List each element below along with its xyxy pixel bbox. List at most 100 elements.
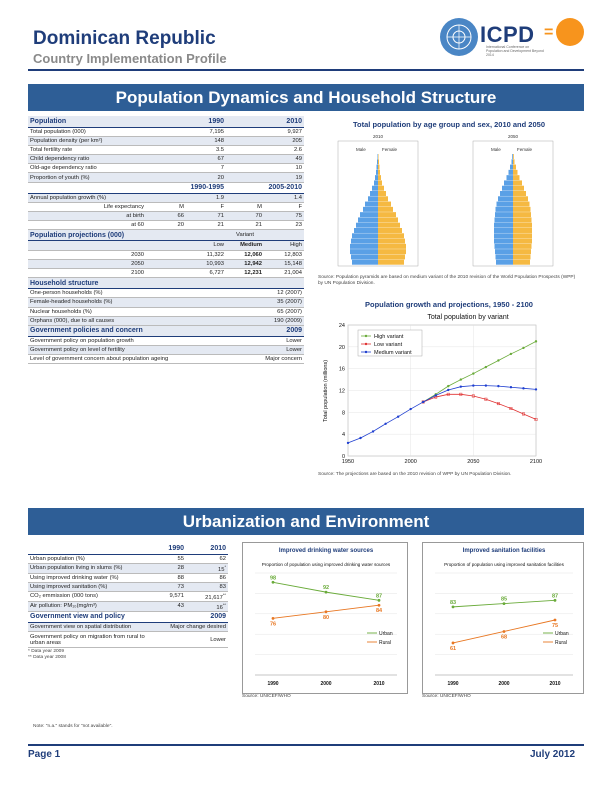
data-label: 80 <box>323 615 329 621</box>
data-label: 87 <box>552 593 558 599</box>
footnote-2: ** Data year 2008 <box>28 655 66 661</box>
data-point <box>371 430 375 433</box>
female-bar <box>378 206 393 212</box>
table-row: Government policy on level of fertility L… <box>28 345 304 356</box>
female-bar <box>378 222 400 228</box>
data-point <box>434 394 437 397</box>
pyramid-year-left: 2010 <box>373 134 384 139</box>
data-point <box>522 346 525 350</box>
data-point <box>271 616 275 620</box>
table-row: Government policy on migration from rura… <box>28 631 228 649</box>
female-bar <box>378 259 404 265</box>
legend-male: Male <box>356 147 366 152</box>
data-point <box>384 422 387 425</box>
population-header: Population 1990 2010 <box>28 116 304 128</box>
table-row: 2050 10,993 12,942 15,148 <box>28 259 304 269</box>
female-bar <box>378 217 398 223</box>
female-bar <box>378 228 402 233</box>
female-bar <box>513 175 520 181</box>
icpd-equals: = <box>544 24 554 41</box>
population-pyramids: 2010 Male Female 2050 Male Female <box>318 132 580 272</box>
urbanization-table: 1990 2010 Urban population (%) 55 62 Urban … <box>28 543 228 661</box>
data-point <box>534 388 538 391</box>
male-bar <box>376 164 378 170</box>
data-point <box>502 602 506 605</box>
male-bar <box>351 238 378 244</box>
table-row: at 60 20 21 21 23 <box>28 220 304 231</box>
table-row: Using improved drinking water (%) 88 86 <box>28 573 228 583</box>
male-bar <box>508 169 513 175</box>
data-label: 98 <box>270 575 276 581</box>
data-label: 76 <box>270 621 276 627</box>
water-source: Source: UNICEF/WHO <box>242 694 291 699</box>
female-bar <box>513 254 531 260</box>
x-tick-label: 1990 <box>267 681 278 687</box>
table-row: Total population (000) 7,195 9,927 <box>28 127 304 137</box>
table-row: Government view on spatial distribution M… <box>28 622 228 633</box>
female-bar <box>513 191 526 196</box>
data-point <box>484 365 488 369</box>
data-label: 68 <box>501 634 507 640</box>
legend-label: Low variant <box>374 342 403 348</box>
table-row: One-person households (%) 12 (2007) <box>28 288 304 299</box>
male-bar <box>500 191 513 196</box>
data-label: 83 <box>450 600 456 606</box>
female-bar <box>513 259 530 265</box>
y-tick-label: 24 <box>339 323 345 329</box>
male-bar <box>494 222 513 228</box>
page-number: Page 1 <box>28 749 61 760</box>
table-row: Annual population growth (%) 1.9 1.4 <box>28 193 304 203</box>
data-point <box>377 598 381 602</box>
data-point <box>377 603 381 607</box>
table-row: at birth 66 71 70 75 <box>28 211 304 222</box>
growth-chart-subtitle: Total population by variant <box>427 314 508 321</box>
growth-source: Source: The projections are based on the… <box>318 472 512 477</box>
y-tick-label: 4 <box>342 432 345 438</box>
male-bar <box>496 201 513 207</box>
water-chart-title: Improved drinking water sources <box>279 548 374 554</box>
data-point <box>534 340 538 343</box>
data-point <box>497 359 500 362</box>
table-row: Level of government concern about popula… <box>28 354 304 365</box>
data-point <box>496 402 500 406</box>
data-point <box>459 378 462 381</box>
icpd-circle-icon <box>556 18 584 46</box>
data-point <box>534 417 538 421</box>
sanitation-source: Source: UNICEF/WHO <box>422 694 471 699</box>
data-point <box>497 384 500 388</box>
table-row: Child dependency ratio 67 49 <box>28 154 304 165</box>
data-label: 92 <box>323 585 329 591</box>
country-title: Dominican Republic <box>33 28 216 49</box>
female-bar <box>378 185 384 191</box>
view-header: Government view and policy 2009 <box>28 611 228 623</box>
legend-marker <box>364 334 368 338</box>
male-bar <box>495 212 513 218</box>
male-bar <box>494 243 513 249</box>
table-row: Nuclear households (%) 65 (2007) <box>28 307 304 317</box>
data-point <box>446 392 450 396</box>
female-bar <box>378 159 379 165</box>
table-row: Orphans (000), due to all causes 190 (200… <box>28 316 304 326</box>
male-bar <box>360 212 378 218</box>
pyramid-frame <box>337 140 419 267</box>
y-tick-label: 16 <box>339 367 345 373</box>
data-point <box>324 610 328 614</box>
series-line <box>347 385 537 444</box>
x-tick-label: 2000 <box>498 681 509 687</box>
legend-marker <box>364 342 368 346</box>
table-row: Air pollution: PM₁₀(mg/m³) 43 16** <box>28 601 228 612</box>
legend-label: Urban <box>379 631 393 637</box>
section-banner-population: Population Dynamics and Household Struct… <box>28 84 584 111</box>
x-tick-label: 2050 <box>467 459 479 465</box>
legend-male: Male <box>491 147 501 152</box>
male-bar <box>363 206 378 212</box>
legend-label: High variant <box>374 334 404 340</box>
legend-label: Medium variant <box>374 350 412 356</box>
data-label: 61 <box>450 646 456 652</box>
table-row: CO₂ emmission (000 tons) 9,571 21,617** <box>28 591 228 602</box>
x-tick-label: 2100 <box>530 459 542 465</box>
data-point <box>459 385 462 388</box>
female-bar <box>378 154 379 159</box>
series-line <box>422 341 537 403</box>
data-label: 85 <box>501 597 507 603</box>
